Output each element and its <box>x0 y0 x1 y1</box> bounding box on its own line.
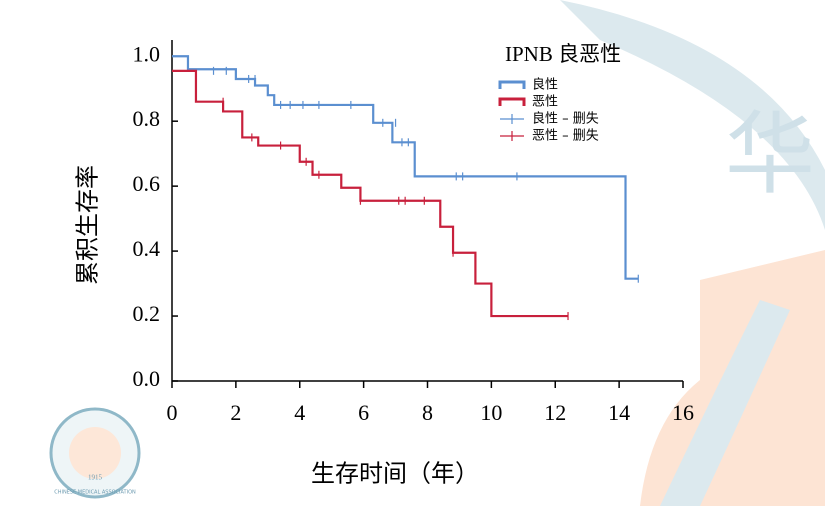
legend-label: 恶性 <box>532 95 558 110</box>
legend-title: IPNB 良恶性 <box>505 42 621 66</box>
y-tick-label: 0.6 <box>133 171 161 196</box>
x-tick-label: 8 <box>422 400 433 425</box>
watermark-arc <box>660 300 790 506</box>
survival-line <box>172 55 639 280</box>
watermark-char: 华 <box>725 102 815 207</box>
logo-text: CHINESE MEDICAL ASSOCIATION <box>54 490 136 496</box>
x-tick-label: 4 <box>294 400 305 425</box>
y-tick-label: 0.4 <box>133 236 161 261</box>
x-tick-label: 6 <box>358 400 369 425</box>
x-tick-label: 0 <box>167 400 178 425</box>
y-tick-label: 0.8 <box>133 106 161 131</box>
legend-label: 恶性 – 删失 <box>532 129 599 144</box>
y-axis-label: 累积生存率 <box>75 165 102 285</box>
x-tick-label: 10 <box>480 400 502 425</box>
legend-swatch <box>500 131 524 141</box>
x-tick-label: 14 <box>608 400 630 425</box>
y-tick-label: 0.2 <box>133 301 161 326</box>
legend-swatch <box>498 97 526 106</box>
legend-label: 良性 – 删失 <box>532 111 599 127</box>
watermark: 华 1915 CHINESE MEDICAL ASSOCIATION <box>49 0 825 506</box>
survival-line <box>172 69 569 318</box>
watermark-arc <box>560 0 825 230</box>
y-tick-label: 0.0 <box>133 366 161 391</box>
logo-inner <box>69 427 121 479</box>
legend-label: 良性 <box>532 77 558 93</box>
legend-swatch <box>498 80 526 89</box>
logo-year: 1915 <box>88 474 103 482</box>
x-tick-label: 12 <box>544 400 566 425</box>
legend-swatch <box>500 114 524 124</box>
x-tick-label: 16 <box>672 400 694 425</box>
y-tick-label: 1.0 <box>133 41 161 66</box>
x-tick-label: 2 <box>230 400 241 425</box>
x-axis-label: 生存时间（年） <box>311 461 479 488</box>
